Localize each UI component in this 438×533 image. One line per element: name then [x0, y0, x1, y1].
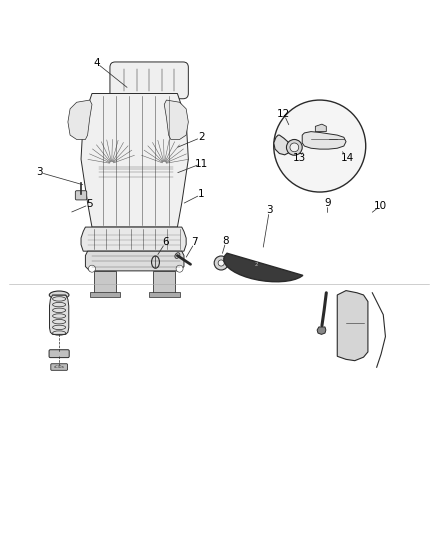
Polygon shape	[317, 327, 326, 334]
FancyBboxPatch shape	[110, 62, 188, 99]
Text: 3: 3	[36, 167, 43, 177]
Text: 11: 11	[195, 159, 208, 168]
Text: oCIDa: oCIDa	[54, 365, 64, 369]
Circle shape	[290, 143, 299, 152]
Polygon shape	[81, 93, 188, 227]
Polygon shape	[68, 100, 92, 140]
Circle shape	[176, 265, 183, 272]
Circle shape	[214, 256, 228, 270]
Circle shape	[274, 100, 366, 192]
Text: 5: 5	[86, 199, 93, 209]
Ellipse shape	[49, 291, 69, 299]
Polygon shape	[224, 253, 303, 282]
Text: 9: 9	[324, 198, 331, 208]
Text: 1: 1	[198, 189, 205, 199]
Text: 8: 8	[223, 236, 230, 246]
Text: 7: 7	[191, 237, 198, 247]
FancyBboxPatch shape	[90, 292, 120, 297]
Text: 14: 14	[341, 153, 354, 163]
Text: 2: 2	[254, 262, 258, 267]
Text: 2: 2	[198, 132, 205, 142]
Polygon shape	[81, 227, 186, 251]
Text: 4: 4	[93, 58, 100, 68]
Ellipse shape	[175, 253, 180, 259]
Polygon shape	[315, 124, 326, 132]
Text: 10: 10	[374, 201, 387, 211]
Circle shape	[88, 265, 95, 272]
Text: 3: 3	[266, 205, 273, 215]
Polygon shape	[164, 100, 188, 140]
Text: 12: 12	[277, 109, 290, 119]
FancyBboxPatch shape	[149, 292, 180, 297]
Polygon shape	[85, 251, 184, 271]
Circle shape	[218, 260, 224, 266]
Polygon shape	[49, 295, 69, 334]
FancyBboxPatch shape	[49, 350, 69, 358]
Circle shape	[286, 140, 302, 155]
Polygon shape	[337, 290, 368, 361]
Text: 6: 6	[162, 237, 169, 247]
FancyBboxPatch shape	[94, 271, 116, 293]
FancyBboxPatch shape	[153, 271, 175, 293]
Ellipse shape	[152, 256, 159, 268]
Polygon shape	[302, 132, 346, 149]
FancyBboxPatch shape	[75, 191, 87, 200]
Polygon shape	[274, 135, 290, 155]
FancyBboxPatch shape	[51, 364, 67, 370]
Text: 13: 13	[293, 153, 306, 163]
